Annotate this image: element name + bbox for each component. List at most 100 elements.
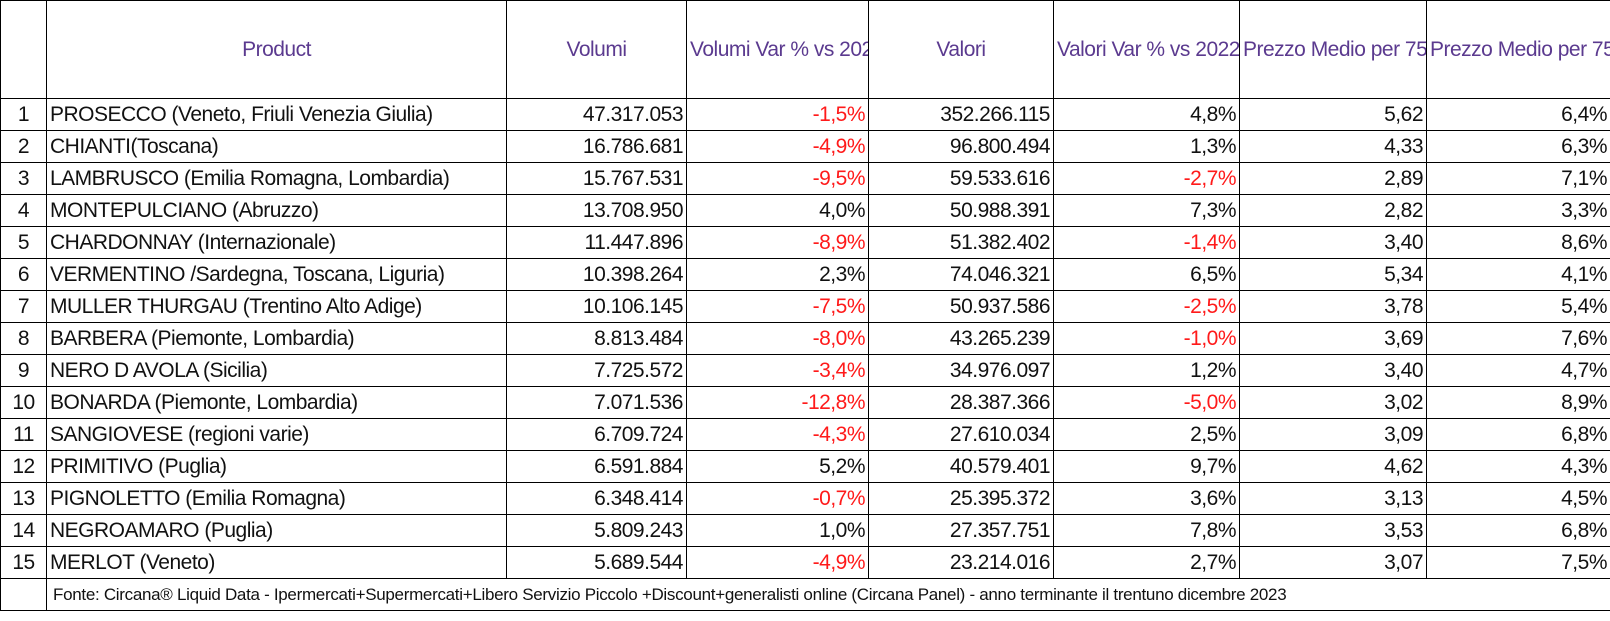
header-product: Product (46, 0, 507, 99)
prezzo-cell: 2,89 (1239, 162, 1427, 195)
prezzo-cell: 5,34 (1239, 258, 1427, 291)
valori-var-cell: 7,3% (1053, 194, 1240, 227)
volumi-cell: 5.689.544 (506, 546, 687, 579)
prezzo-cell: 3,53 (1239, 514, 1427, 547)
table-row: 11 SANGIOVESE (regioni varie) 6.709.724 -4,… (0, 418, 1610, 451)
prezzo-cell: 2,82 (1239, 194, 1427, 227)
source-note: Fonte: Circana® Liquid Data - Ipermercat… (46, 578, 1610, 611)
table-footer: Fonte: Circana® Liquid Data - Ipermercat… (0, 578, 1610, 611)
row-index: 2 (0, 130, 47, 163)
prezzo-var-cell: 3,3% (1426, 194, 1610, 227)
table-header: Product Volumi Volumi Var % vs 2022 Valo… (0, 0, 1610, 99)
valori-cell: 25.395.372 (868, 482, 1054, 515)
row-index: 14 (0, 514, 47, 547)
table-row: 12 PRIMITIVO (Puglia) 6.591.884 5,2% 40.579.… (0, 450, 1610, 483)
valori-var-cell: 3,6% (1053, 482, 1240, 515)
volumi-cell: 7.725.572 (506, 354, 687, 387)
volumi-cell: 10.398.264 (506, 258, 687, 291)
row-index: 11 (0, 418, 47, 451)
prezzo-cell: 3,40 (1239, 354, 1427, 387)
table-row: 10 BONARDA (Piemonte, Lombardia) 7.071.536… (0, 386, 1610, 419)
valori-cell: 50.937.586 (868, 290, 1054, 323)
table-row: 2 CHIANTI(Toscana) 16.786.681 -4,9% 96.800.4… (0, 130, 1610, 163)
valori-cell: 43.265.239 (868, 322, 1054, 355)
product-cell: MERLOT (Veneto) (46, 546, 507, 579)
prezzo-var-cell: 6,3% (1426, 130, 1610, 163)
row-index: 10 (0, 386, 47, 419)
volumi-cell: 47.317.053 (506, 98, 687, 131)
prezzo-var-cell: 7,1% (1426, 162, 1610, 195)
row-index: 15 (0, 546, 47, 579)
valori-cell: 40.579.401 (868, 450, 1054, 483)
prezzo-var-cell: 5,4% (1426, 290, 1610, 323)
prezzo-cell: 3,13 (1239, 482, 1427, 515)
table-row: 8 BARBERA (Piemonte, Lombardia) 8.813.484-… (0, 322, 1610, 355)
prezzo-cell: 3,40 (1239, 226, 1427, 259)
header-valori: Valori (868, 0, 1054, 99)
valori-var-cell: -2,5% (1053, 290, 1240, 323)
volumi-var-cell: 5,2% (686, 450, 869, 483)
valori-cell: 23.214.016 (868, 546, 1054, 579)
volumi-var-cell: -9,5% (686, 162, 869, 195)
prezzo-var-cell: 4,5% (1426, 482, 1610, 515)
row-index: 4 (0, 194, 47, 227)
header-row: Product Volumi Volumi Var % vs 2022 Valo… (0, 0, 1610, 99)
volumi-cell: 15.767.531 (506, 162, 687, 195)
valori-var-cell: 1,3% (1053, 130, 1240, 163)
volumi-var-cell: 1,0% (686, 514, 869, 547)
row-index: 5 (0, 226, 47, 259)
valori-cell: 59.533.616 (868, 162, 1054, 195)
product-cell: NERO D AVOLA (Sicilia) (46, 354, 507, 387)
valori-var-cell: 7,8% (1053, 514, 1240, 547)
product-cell: CHARDONNAY (Internazionale) (46, 226, 507, 259)
prezzo-var-cell: 6,8% (1426, 514, 1610, 547)
table-row: 1 PROSECCO (Veneto, Friuli Venezia Giulia… (0, 98, 1610, 131)
prezzo-var-cell: 6,8% (1426, 418, 1610, 451)
volumi-var-cell: -8,0% (686, 322, 869, 355)
valori-var-cell: 9,7% (1053, 450, 1240, 483)
volumi-cell: 7.071.536 (506, 386, 687, 419)
volumi-cell: 6.348.414 (506, 482, 687, 515)
row-index: 13 (0, 482, 47, 515)
header-prezzo-var: Prezzo Medio per 75cl Var % vs 2022 (1426, 0, 1610, 99)
table-row: 7 MULLER THURGAU (Trentino Alto Adige) 10.… (0, 290, 1610, 323)
prezzo-cell: 4,62 (1239, 450, 1427, 483)
volumi-cell: 6.591.884 (506, 450, 687, 483)
prezzo-cell: 4,33 (1239, 130, 1427, 163)
table-row: 4 MONTEPULCIANO (Abruzzo) 13.708.950 4,0% 50… (0, 194, 1610, 227)
product-cell: NEGROAMARO (Puglia) (46, 514, 507, 547)
volumi-var-cell: -0,7% (686, 482, 869, 515)
product-cell: LAMBRUSCO (Emilia Romagna, Lombardia) (46, 162, 507, 195)
product-cell: VERMENTINO /Sardegna, Toscana, Liguria) (46, 258, 507, 291)
row-index: 1 (0, 98, 47, 131)
volumi-var-cell: -8,9% (686, 226, 869, 259)
prezzo-var-cell: 8,6% (1426, 226, 1610, 259)
product-cell: CHIANTI(Toscana) (46, 130, 507, 163)
table-row: 14 NEGROAMARO (Puglia) 5.809.243 1,0% 27.357… (0, 514, 1610, 547)
product-cell: SANGIOVESE (regioni varie) (46, 418, 507, 451)
volumi-cell: 5.809.243 (506, 514, 687, 547)
valori-cell: 74.046.321 (868, 258, 1054, 291)
table-row: 13 PIGNOLETTO (Emilia Romagna) 6.348.414 -0… (0, 482, 1610, 515)
footer-spacer (0, 578, 47, 611)
prezzo-var-cell: 7,5% (1426, 546, 1610, 579)
row-index: 8 (0, 322, 47, 355)
footer-row: Fonte: Circana® Liquid Data - Ipermercat… (0, 578, 1610, 611)
volumi-var-cell: 4,0% (686, 194, 869, 227)
prezzo-cell: 3,69 (1239, 322, 1427, 355)
valori-cell: 50.988.391 (868, 194, 1054, 227)
volumi-var-cell: -7,5% (686, 290, 869, 323)
volumi-var-cell: -3,4% (686, 354, 869, 387)
prezzo-cell: 3,02 (1239, 386, 1427, 419)
valori-var-cell: 1,2% (1053, 354, 1240, 387)
product-cell: BARBERA (Piemonte, Lombardia) (46, 322, 507, 355)
volumi-var-cell: -4,9% (686, 546, 869, 579)
volumi-cell: 11.447.896 (506, 226, 687, 259)
row-index: 9 (0, 354, 47, 387)
header-volumi: Volumi (506, 0, 687, 99)
product-cell: PROSECCO (Veneto, Friuli Venezia Giulia) (46, 98, 507, 131)
prezzo-var-cell: 4,1% (1426, 258, 1610, 291)
header-prezzo: Prezzo Medio per 75cl (1239, 0, 1427, 99)
volumi-var-cell: 2,3% (686, 258, 869, 291)
table-row: 9 NERO D AVOLA (Sicilia) 7.725.572 -3,4% 34.… (0, 354, 1610, 387)
